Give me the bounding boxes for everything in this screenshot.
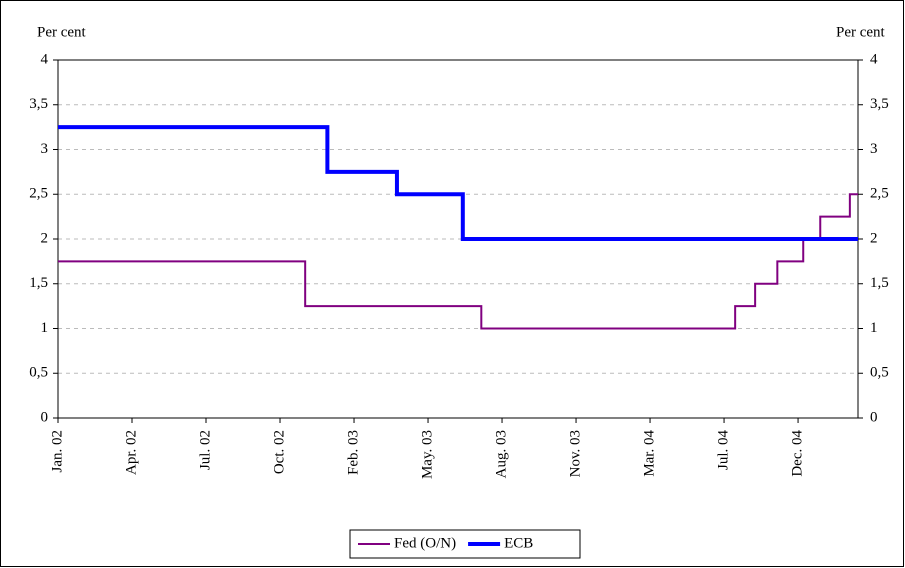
y2-tick-label: 1 — [870, 320, 878, 336]
x-tick-label: Nov. 03 — [567, 430, 583, 477]
y-tick-label: 4 — [41, 51, 49, 67]
y-tick-label: 1 — [41, 320, 49, 336]
x-tick-label: Jul. 04 — [715, 430, 731, 471]
x-tick-label: May. 03 — [419, 430, 435, 479]
y-tick-label: 2,5 — [29, 186, 48, 202]
y-tick-label: 1,5 — [29, 275, 48, 291]
y2-tick-label: 3,5 — [870, 96, 889, 112]
y-tick-label: 0 — [41, 409, 49, 425]
series-line — [58, 193, 858, 330]
x-tick-label: Feb. 03 — [345, 430, 361, 475]
y-tick-label: 3,5 — [29, 96, 48, 112]
y-tick-label: 2 — [41, 230, 49, 246]
x-tick-label: Jul. 02 — [197, 430, 213, 470]
x-tick-label: Mar. 04 — [641, 430, 657, 477]
y2-axis-label: Per cent — [836, 24, 886, 40]
legend-label: ECB — [504, 535, 533, 551]
x-tick-label: Oct. 02 — [271, 430, 287, 474]
y2-tick-label: 0,5 — [870, 365, 889, 381]
series-line — [58, 125, 858, 241]
y-tick-label: 3 — [41, 141, 49, 157]
y2-tick-label: 0 — [870, 409, 878, 425]
y-axis-label: Per cent — [37, 24, 87, 40]
legend-label: Fed (O/N) — [394, 535, 456, 551]
x-tick-label: Aug. 03 — [493, 430, 509, 478]
y-tick-label: 0,5 — [29, 365, 48, 381]
y2-tick-label: 2,5 — [870, 186, 889, 202]
y2-tick-label: 3 — [870, 141, 878, 157]
y2-tick-label: 2 — [870, 230, 878, 246]
x-tick-label: Jan. 02 — [49, 430, 65, 473]
x-tick-label: Dec. 04 — [789, 430, 805, 477]
y2-tick-label: 1,5 — [870, 275, 889, 291]
y2-tick-label: 4 — [870, 51, 878, 67]
x-tick-label: Apr. 02 — [123, 430, 139, 475]
